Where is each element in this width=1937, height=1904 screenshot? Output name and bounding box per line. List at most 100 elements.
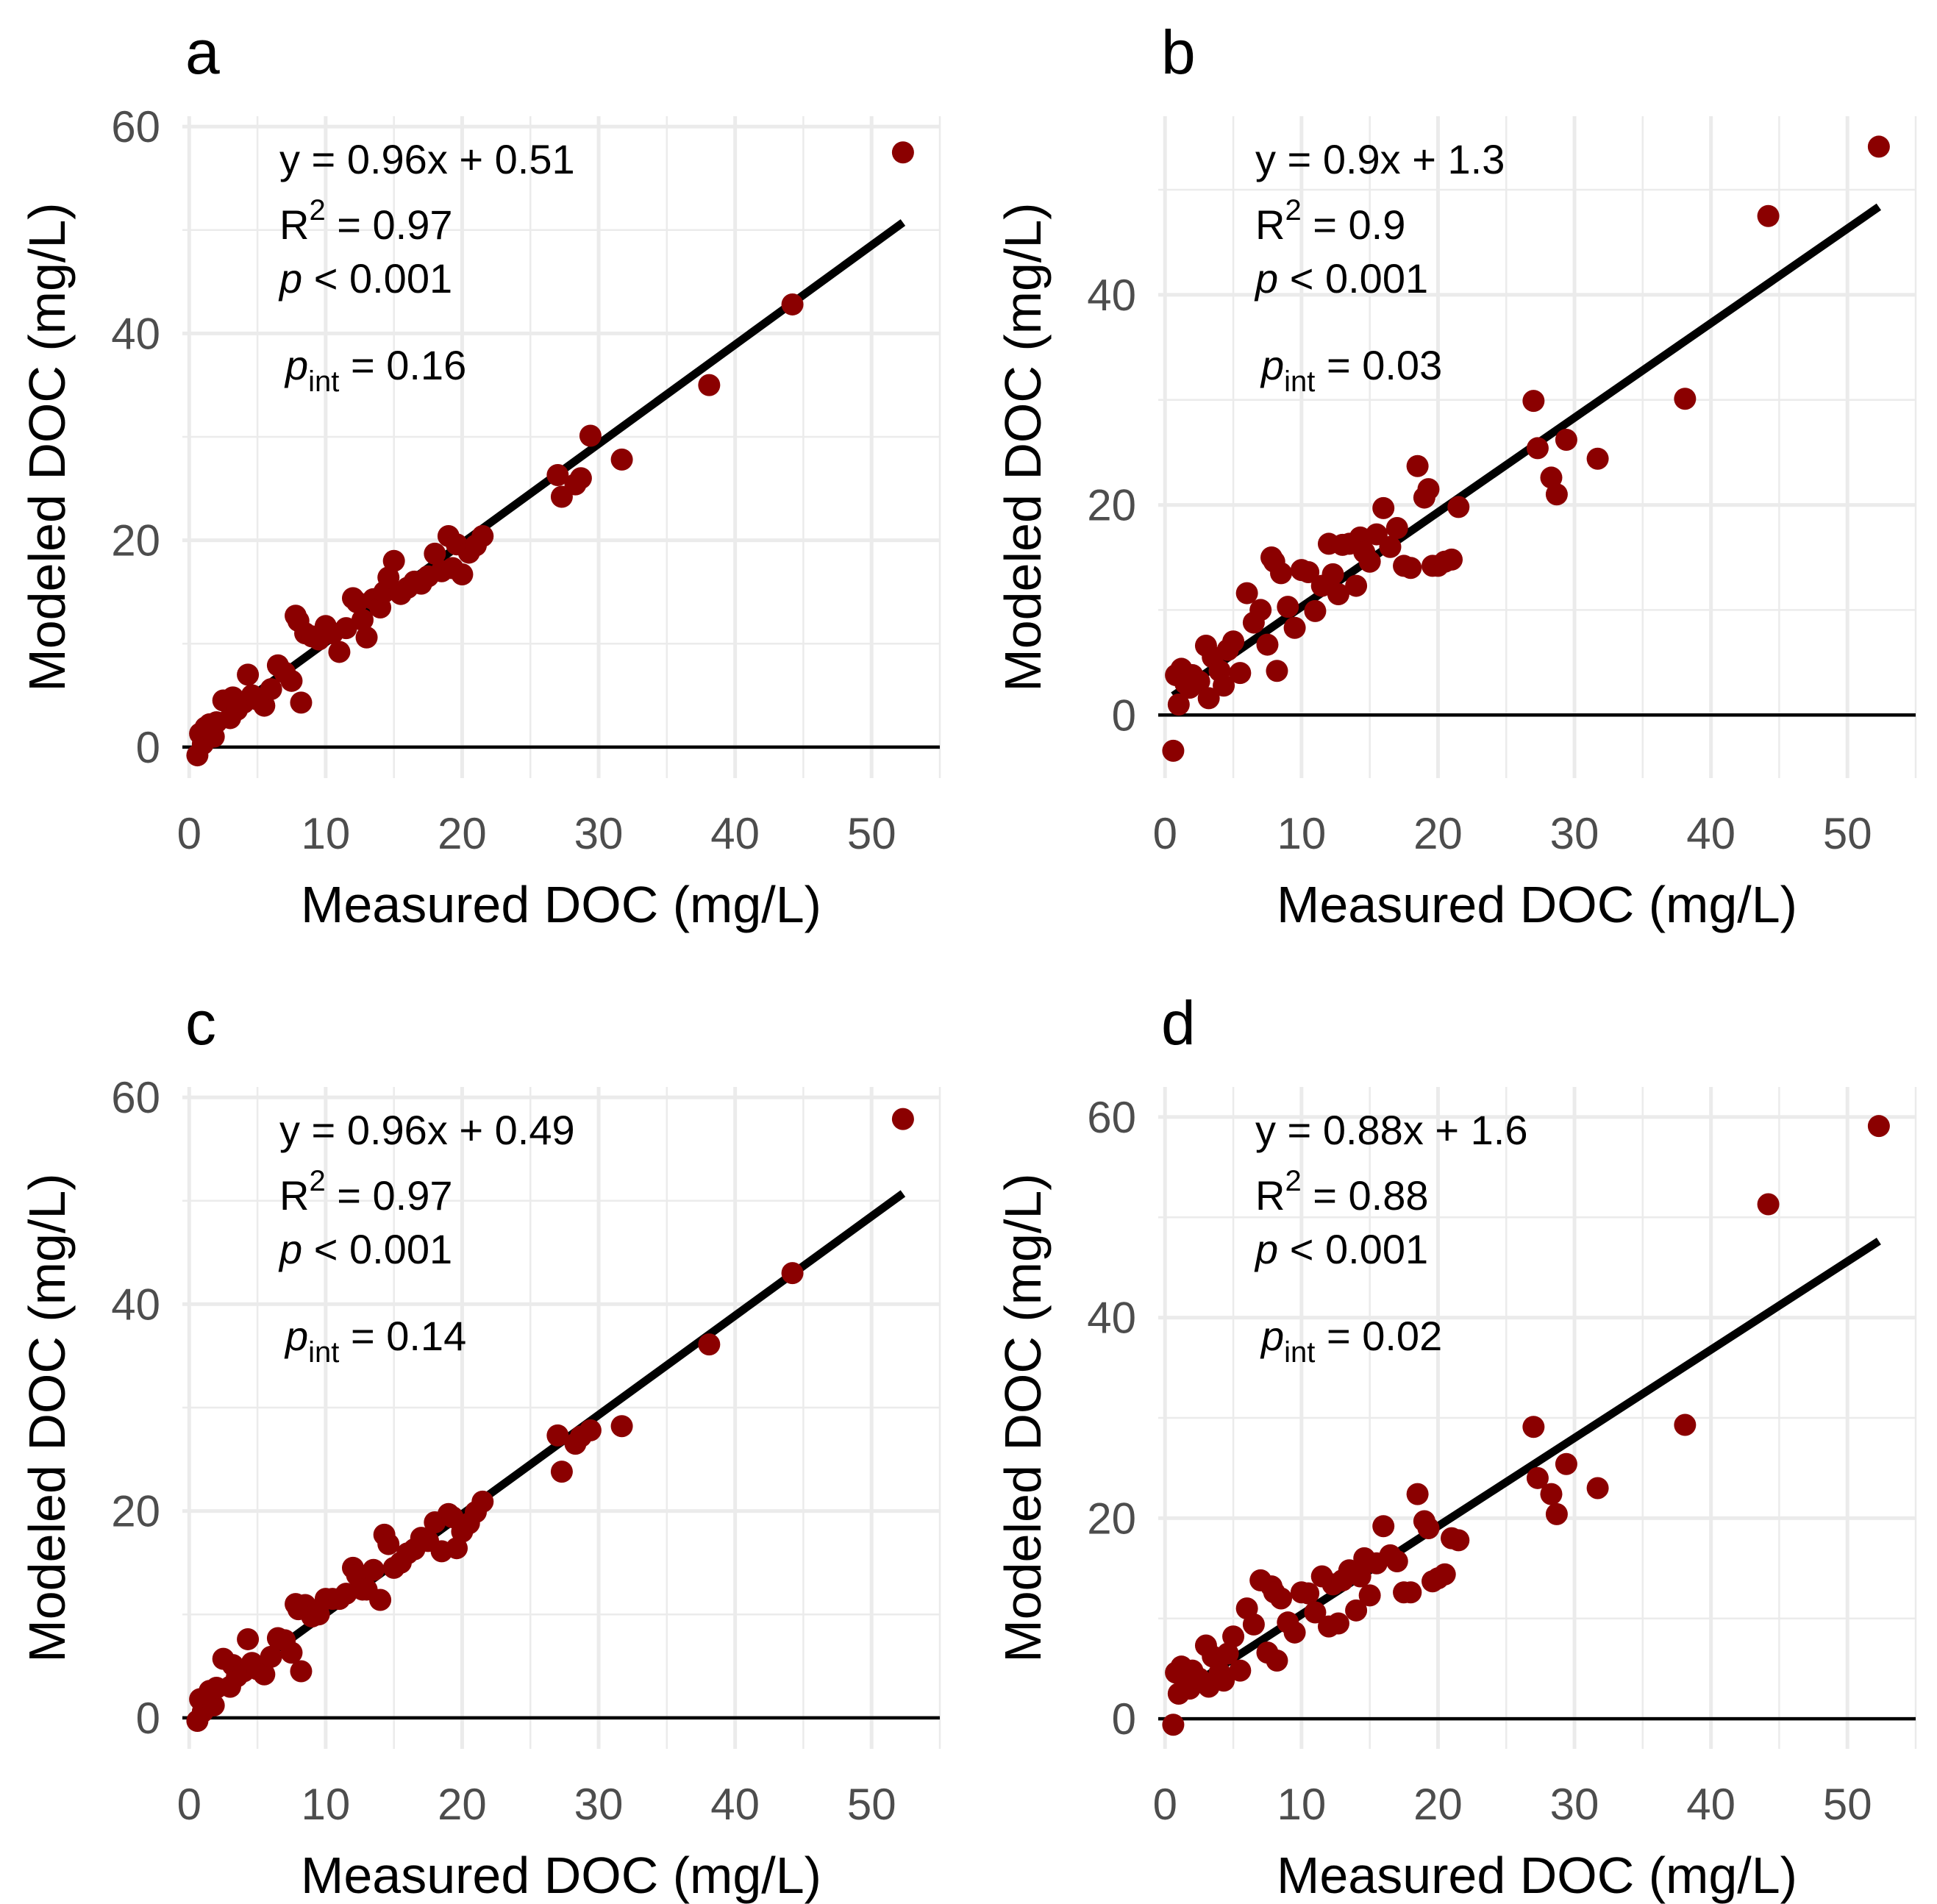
data-point	[253, 1663, 276, 1686]
y-tick-label: 0	[1112, 691, 1136, 740]
p-int-label: p	[284, 342, 308, 388]
data-point	[1522, 390, 1545, 413]
p-label: p	[1254, 1226, 1278, 1272]
data-point	[1229, 1659, 1252, 1682]
p-int-value: = 0.14	[339, 1313, 466, 1359]
data-point	[569, 467, 592, 490]
data-point	[1586, 1477, 1609, 1500]
regression-equation: y = 0.88x + 1.6	[1255, 1107, 1527, 1153]
data-point	[1417, 478, 1440, 501]
data-point	[1372, 496, 1395, 519]
r-squared-label: R	[279, 202, 309, 248]
points	[186, 1108, 914, 1733]
data-point	[202, 1694, 225, 1716]
y-tick-label: 60	[1087, 1093, 1136, 1142]
y-tick-label: 20	[111, 1487, 160, 1536]
data-point	[1283, 616, 1306, 639]
data-point	[1327, 583, 1349, 605]
r-squared: R2 = 0.88	[1255, 1165, 1429, 1219]
data-point	[1555, 1452, 1577, 1475]
data-point	[382, 549, 405, 572]
x-axis-title: Measured DOC (mg/L)	[1277, 876, 1797, 933]
y-tick-label: 60	[111, 1073, 160, 1122]
data-point	[290, 691, 313, 714]
r-squared-value: = 0.9	[1302, 202, 1406, 248]
data-point	[781, 1262, 804, 1285]
data-point	[579, 424, 602, 447]
r-squared-value: = 0.97	[326, 1172, 453, 1219]
x-axis-title: Measured DOC (mg/L)	[301, 1847, 821, 1904]
data-point	[369, 1589, 392, 1611]
data-point	[253, 694, 276, 717]
x-tick-label: 50	[847, 809, 896, 858]
y-tick-label: 60	[111, 102, 160, 151]
x-tick-label: 0	[1153, 1780, 1177, 1829]
data-point	[891, 1108, 914, 1130]
x-tick-label: 50	[1823, 809, 1872, 858]
x-tick-label: 20	[1413, 809, 1463, 858]
data-point	[1522, 1416, 1545, 1438]
x-axis-title: Measured DOC (mg/L)	[1277, 1847, 1797, 1904]
x-tick-label: 10	[301, 809, 350, 858]
data-point	[1270, 562, 1293, 585]
x-tick-label: 40	[710, 809, 760, 858]
data-point	[1358, 550, 1381, 573]
y-tick-label: 0	[136, 723, 160, 772]
data-point	[1213, 1669, 1235, 1692]
data-point	[424, 542, 446, 565]
data-point	[1304, 1601, 1327, 1624]
p-value-text: < 0.001	[1278, 1226, 1428, 1272]
data-point	[781, 293, 804, 315]
r-squared: R2 = 0.97	[279, 1165, 453, 1219]
x-tick-label: 40	[710, 1780, 760, 1829]
y-tick-label: 40	[1087, 1294, 1136, 1343]
data-point	[1222, 1625, 1245, 1648]
points	[186, 141, 914, 767]
r-squared-value: = 0.97	[326, 202, 453, 248]
x-tick-label: 0	[177, 1780, 201, 1829]
data-point	[1216, 1642, 1239, 1665]
p-int-label: p	[1260, 342, 1284, 388]
p-label: p	[1254, 255, 1278, 302]
data-point	[1229, 662, 1252, 685]
p-interaction: pint = 0.03	[1260, 342, 1442, 398]
data-point	[1162, 1714, 1185, 1736]
data-point	[1406, 1483, 1429, 1505]
data-point	[1345, 1599, 1368, 1622]
data-point	[1242, 1613, 1265, 1636]
x-tick-label: 30	[1550, 1780, 1599, 1829]
data-point	[1277, 596, 1299, 618]
data-point	[1555, 429, 1577, 451]
p-interaction: pint = 0.16	[284, 342, 466, 398]
data-point	[1249, 599, 1272, 621]
data-point	[1297, 1582, 1320, 1605]
r-squared-superscript: 2	[309, 1165, 325, 1197]
data-point	[377, 566, 400, 589]
data-point	[237, 663, 260, 686]
data-point	[1674, 388, 1697, 410]
y-tick-label: 20	[111, 516, 160, 566]
data-point	[1266, 1650, 1288, 1672]
p-value: p < 0.001	[1254, 1226, 1428, 1272]
x-tick-label: 0	[177, 809, 201, 858]
data-point	[1188, 670, 1210, 693]
r-squared-label: R	[1255, 1172, 1285, 1219]
x-tick-label: 10	[301, 1780, 350, 1829]
data-point	[377, 1533, 400, 1555]
data-point	[1321, 563, 1344, 585]
p-value-text: < 0.001	[302, 255, 452, 302]
p-int-subscript: int	[1284, 1336, 1315, 1369]
data-point	[1417, 1517, 1440, 1539]
data-point	[1345, 574, 1368, 597]
data-point	[280, 1641, 303, 1664]
r-squared: R2 = 0.9	[1255, 194, 1405, 248]
data-point	[280, 669, 303, 692]
data-point	[1213, 674, 1235, 697]
x-tick-label: 30	[574, 809, 624, 858]
data-point	[1297, 561, 1320, 583]
data-point	[1283, 1621, 1306, 1644]
r-squared: R2 = 0.97	[279, 194, 453, 248]
panel-letter: c	[185, 988, 216, 1058]
data-point	[1406, 454, 1429, 477]
